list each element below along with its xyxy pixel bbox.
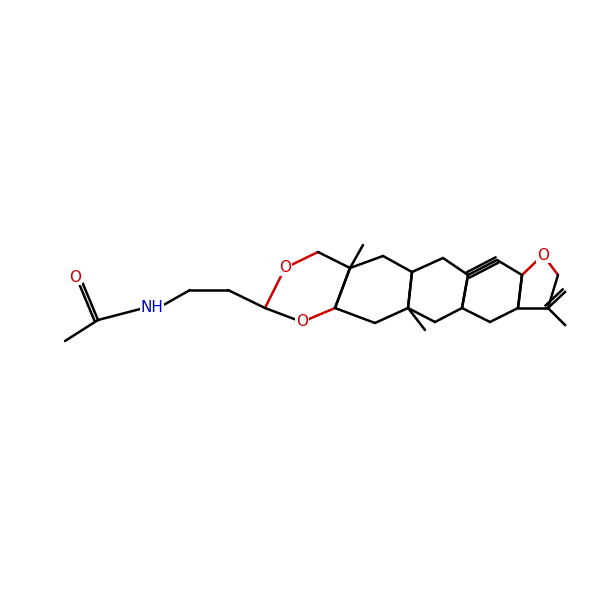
Text: O: O — [279, 260, 291, 275]
Text: O: O — [296, 314, 308, 329]
Text: NH: NH — [140, 299, 163, 314]
Text: O: O — [69, 269, 81, 284]
Text: O: O — [537, 247, 549, 263]
